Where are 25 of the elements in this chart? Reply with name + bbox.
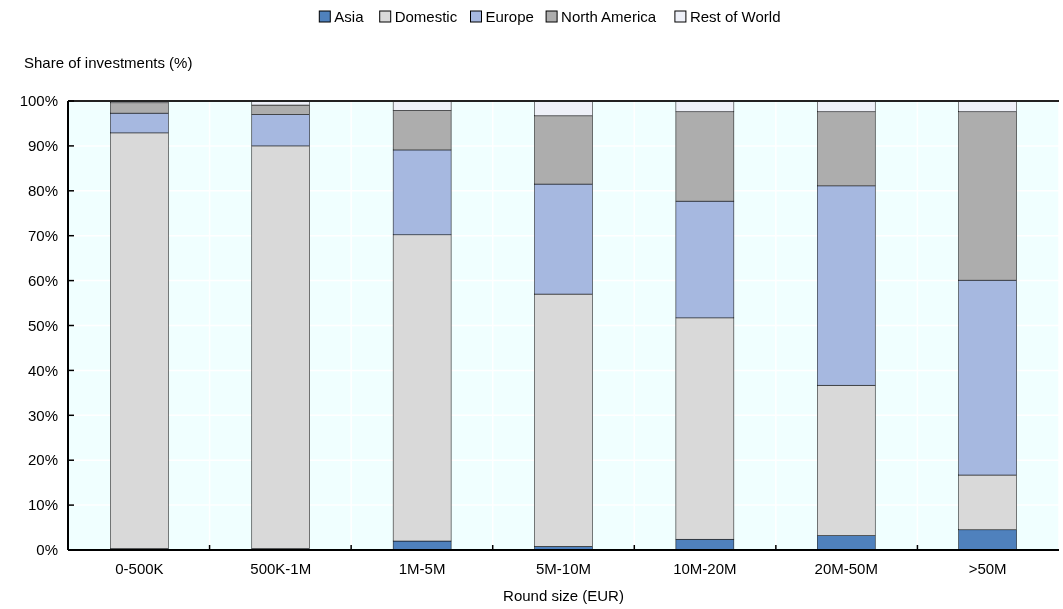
y-tick-label: 0% bbox=[36, 541, 58, 559]
y-tick-label: 90% bbox=[27, 137, 58, 155]
x-tick-label: 0-500K bbox=[115, 560, 164, 577]
y-tick-label: 70% bbox=[27, 226, 58, 244]
y-tick-label: 40% bbox=[27, 361, 58, 379]
y-tick-label: 10% bbox=[27, 496, 58, 514]
x-tick-label: 20M-50M bbox=[814, 560, 878, 577]
x-tick-label: 5M-10M bbox=[535, 560, 592, 577]
legend-label: Domestic bbox=[394, 8, 458, 25]
legend-label: Asia bbox=[334, 8, 365, 25]
y-tick-label: 60% bbox=[27, 271, 58, 289]
legend-label: North America bbox=[561, 8, 657, 25]
y-tick-label: 20% bbox=[27, 451, 58, 469]
y-tick-label: 80% bbox=[27, 182, 58, 200]
y-tick-label: 30% bbox=[27, 406, 58, 424]
x-tick-label: >50M bbox=[968, 560, 1007, 577]
y-axis-title: Share of investments (%) bbox=[24, 54, 193, 71]
y-tick-label: 100% bbox=[19, 92, 58, 110]
x-tick-label: 1M-5M bbox=[398, 560, 446, 577]
x-axis-title: Round size (EUR) bbox=[503, 587, 624, 604]
x-tick-label: 10M-20M bbox=[673, 560, 737, 577]
legend-label: Europe bbox=[485, 8, 534, 25]
legend-label: Rest of World bbox=[689, 8, 781, 25]
y-tick-label: 50% bbox=[27, 316, 58, 334]
x-tick-label: 500K-1M bbox=[250, 560, 312, 577]
